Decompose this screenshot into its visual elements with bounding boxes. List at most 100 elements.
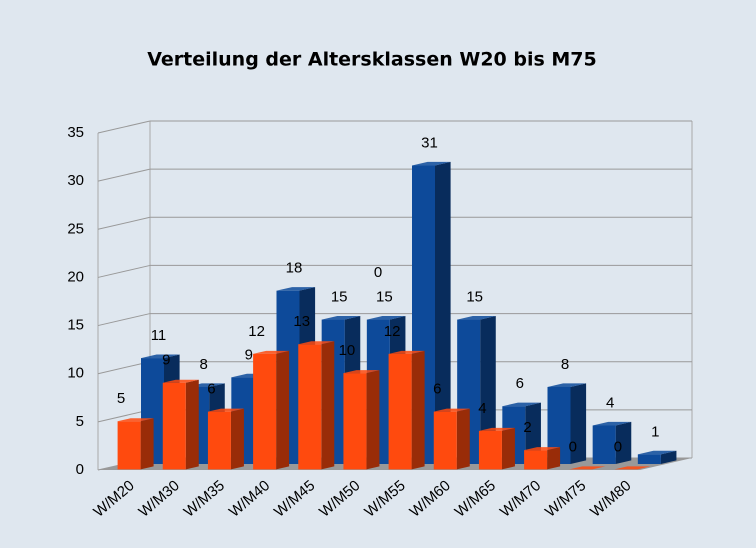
bar-side (230, 408, 244, 470)
bar (298, 344, 322, 470)
y-tick-label: 35 (67, 124, 84, 141)
bar (343, 373, 367, 470)
x-tick-label: W/M35 (181, 477, 228, 521)
value-label: 9 (245, 346, 253, 363)
bar-side (480, 315, 496, 464)
value-label: 6 (207, 381, 215, 398)
bar-top (547, 383, 587, 387)
bar-top (321, 315, 361, 320)
value-label: 4 (606, 394, 614, 411)
value-label: 8 (199, 356, 207, 373)
bar (388, 353, 412, 470)
grid-line (97, 120, 151, 134)
x-tick-label: W/M80 (587, 477, 634, 521)
x-tick-label: W/M70 (497, 477, 544, 521)
x-tick-label: W/M40 (226, 477, 273, 521)
bar-top (569, 466, 606, 470)
bar-side (140, 418, 154, 470)
bar-top (457, 315, 496, 320)
value-label: 10 (339, 342, 356, 359)
bar (253, 353, 277, 470)
bar (547, 386, 571, 464)
y-tick-label: 0 (76, 461, 84, 478)
value-label: 15 (331, 289, 348, 306)
bar-top (614, 466, 651, 470)
bar-top (637, 450, 677, 455)
bar (524, 450, 548, 470)
value-label: 15 (466, 289, 483, 306)
bar (637, 454, 661, 464)
bar-top (253, 350, 290, 354)
bar-top (117, 418, 154, 422)
bar-top (162, 379, 199, 383)
bar-side (547, 447, 561, 470)
bar-side (411, 350, 425, 470)
grid-line (97, 168, 151, 182)
bar (478, 430, 502, 470)
value-label: 11 (151, 327, 167, 344)
bar (162, 382, 186, 470)
value-label: 2 (523, 419, 531, 436)
y-tick-label: 10 (67, 365, 84, 382)
bar-top (412, 161, 451, 166)
grid-line (97, 216, 151, 230)
grid-line (97, 313, 151, 327)
y-tick-label: 25 (67, 220, 84, 237)
y-tick-label: 15 (67, 317, 84, 334)
bar-side (570, 383, 587, 464)
annotation: 0 (374, 264, 382, 281)
y-tick-label: 30 (67, 172, 84, 189)
bar-side (456, 408, 470, 470)
value-label: 18 (286, 260, 303, 277)
bar-top (524, 447, 561, 451)
value-label: 13 (293, 313, 310, 330)
value-label: 9 (162, 352, 170, 369)
bar-top (141, 354, 180, 359)
x-tick-label: W/M65 (452, 477, 499, 521)
bar (592, 425, 616, 464)
value-label: 0 (614, 438, 622, 455)
value-label: 1 (651, 423, 659, 440)
x-tick-label: W/M60 (407, 477, 454, 521)
bar-top (478, 427, 515, 431)
value-label: 5 (117, 390, 125, 407)
bar-top (502, 402, 541, 407)
bar-side (366, 370, 380, 470)
bar-top (298, 341, 335, 345)
x-tick-label: W/M75 (542, 477, 589, 521)
bar (117, 421, 141, 470)
y-tick-label: 5 (76, 413, 84, 430)
bar-side (660, 450, 677, 464)
x-tick-label: W/M55 (361, 477, 408, 521)
value-label: 12 (248, 323, 265, 340)
bar-top (207, 408, 244, 412)
x-tick-label: W/M45 (271, 477, 318, 521)
bar-side (615, 421, 632, 464)
value-label: 31 (421, 134, 438, 151)
chart-title: Verteilung der Altersklassen W20 bis M75 (147, 49, 597, 71)
value-label: 6 (433, 381, 441, 398)
x-tick-label: W/M50 (316, 477, 363, 521)
grid-line (97, 264, 151, 278)
bar-side (321, 341, 335, 470)
bar-top (433, 408, 470, 412)
y-tick-label: 20 (67, 268, 84, 285)
bar-top (366, 315, 406, 320)
x-tick-label: W/M20 (90, 477, 137, 521)
value-label: 8 (561, 356, 569, 373)
bar-top (343, 370, 380, 374)
value-label: 4 (478, 400, 486, 417)
bar-side (276, 350, 290, 470)
bar-side (501, 427, 515, 470)
bar-side (185, 379, 199, 470)
bar-top (592, 421, 632, 426)
bar-side (435, 161, 451, 464)
value-label: 12 (384, 323, 401, 340)
bar (207, 411, 231, 470)
bar (433, 411, 457, 470)
value-label: 6 (516, 375, 524, 392)
x-tick-label: W/M30 (136, 477, 183, 521)
value-label: 15 (376, 289, 393, 306)
